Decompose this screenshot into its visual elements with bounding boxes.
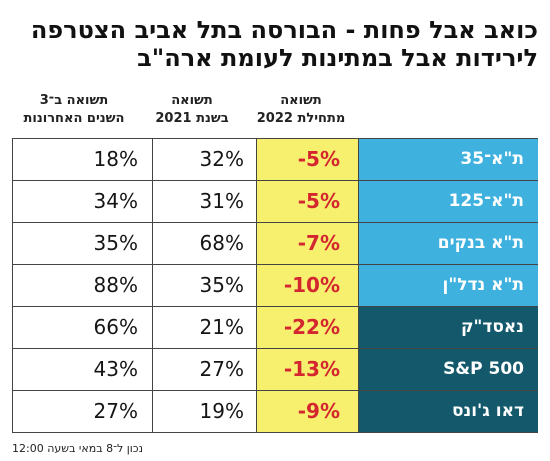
table-row: 88% 35% -10% ת"א נדל"ן — [12, 264, 538, 306]
row-divider — [12, 180, 538, 181]
row-divider — [12, 390, 538, 391]
return-3-years-value: 35% — [93, 231, 138, 255]
return-2022-value: -10% — [283, 273, 340, 297]
table-row: 35% 68% -7% ת"א בנקים — [12, 222, 538, 264]
return-2021-cell: 31% — [152, 180, 256, 222]
row-divider — [12, 222, 538, 223]
return-3-years-cell: 66% — [12, 306, 152, 348]
return-2022-cell: -22% — [256, 306, 358, 348]
index-name: ת"א־125 — [448, 191, 524, 211]
return-2022-value: -5% — [297, 189, 340, 213]
return-2021-cell: 68% — [152, 222, 256, 264]
index-name-cell: דאו ג'ונס — [358, 390, 538, 432]
index-name-cell: נאסד"ק — [358, 306, 538, 348]
index-name: ת"א נדל"ן — [442, 275, 524, 295]
row-divider — [12, 306, 538, 307]
return-2021-value: 21% — [199, 315, 244, 339]
table-row: 27% 19% -9% דאו ג'ונס — [12, 390, 538, 432]
return-2022-cell: -10% — [256, 264, 358, 306]
return-3-years-value: 34% — [93, 189, 138, 213]
column-header-2021-line-2: בשנת 2021 — [155, 111, 229, 126]
return-2021-cell: 19% — [152, 390, 256, 432]
returns-table: 18% 32% -5% ת"א־35 34% 31% -5% ת"א־125 35% 68% -7%… — [12, 138, 538, 433]
return-3-years-value: 43% — [93, 357, 138, 381]
return-2022-cell: -13% — [256, 348, 358, 390]
return-2021-cell: 21% — [152, 306, 256, 348]
index-name: דאו ג'ונס — [451, 401, 524, 421]
index-name: ת"א בנקים — [437, 233, 524, 253]
return-3-years-cell: 18% — [12, 138, 152, 180]
return-2021-cell: 32% — [152, 138, 256, 180]
table-row: 43% 27% -13% S&P 500 — [12, 348, 538, 390]
index-name: S&P 500 — [443, 359, 524, 379]
return-3-years-cell: 35% — [12, 222, 152, 264]
column-header-2022-line-1: תשואה — [280, 93, 322, 108]
index-name: נאסד"ק — [460, 317, 524, 337]
return-2022-value: -5% — [297, 147, 340, 171]
return-2022-cell: -5% — [256, 138, 358, 180]
column-divider — [12, 138, 13, 433]
column-header-2021: תשואה בשנת 2021 — [140, 92, 244, 128]
column-divider — [256, 138, 257, 433]
chart-title: כואב אבל פחות - הבורסה בתל אביב הצטרפה ל… — [18, 16, 538, 72]
row-divider — [12, 432, 538, 433]
column-header-2021-line-1: תשואה — [171, 93, 213, 108]
return-2022-value: -7% — [297, 231, 340, 255]
table-row: 66% 21% -22% נאסד"ק — [12, 306, 538, 348]
return-3-years-cell: 27% — [12, 390, 152, 432]
row-divider — [12, 264, 538, 265]
return-2022-value: -13% — [283, 357, 340, 381]
table-row: 34% 31% -5% ת"א־125 — [12, 180, 538, 222]
chart-title-line-2: לירידות אבל במתינות לעומת ארה"ב — [137, 44, 538, 72]
return-2021-value: 68% — [199, 231, 244, 255]
return-2021-cell: 35% — [152, 264, 256, 306]
column-divider — [152, 138, 153, 433]
index-name-cell: ת"א־35 — [358, 138, 538, 180]
column-header-3-years: תשואה ב־3 השנים האחרונות — [10, 92, 138, 128]
return-2021-value: 27% — [199, 357, 244, 381]
return-2021-value: 31% — [199, 189, 244, 213]
table-row: 18% 32% -5% ת"א־35 — [12, 138, 538, 180]
index-name-cell: S&P 500 — [358, 348, 538, 390]
index-name-cell: ת"א בנקים — [358, 222, 538, 264]
return-3-years-cell: 43% — [12, 348, 152, 390]
return-2022-cell: -9% — [256, 390, 358, 432]
return-3-years-value: 27% — [93, 399, 138, 423]
return-3-years-cell: 88% — [12, 264, 152, 306]
return-2022-cell: -5% — [256, 180, 358, 222]
column-headers: תשואה מתחילת 2022 תשואה בשנת 2021 תשואה … — [0, 92, 550, 134]
return-2022-cell: -7% — [256, 222, 358, 264]
column-header-2022: תשואה מתחילת 2022 — [246, 92, 356, 128]
row-divider — [12, 138, 538, 139]
chart-title-line-1: כואב אבל פחות - הבורסה בתל אביב הצטרפה — [30, 16, 538, 44]
footnote-timestamp: נכון ל־8 במאי בשעה 12:00 — [12, 442, 143, 455]
index-name: ת"א־35 — [460, 149, 524, 169]
return-3-years-value: 18% — [93, 147, 138, 171]
return-2021-cell: 27% — [152, 348, 256, 390]
column-header-3-years-line-1: תשואה ב־3 — [39, 93, 109, 108]
return-2021-value: 35% — [199, 273, 244, 297]
return-2022-value: -9% — [297, 399, 340, 423]
return-2022-value: -22% — [283, 315, 340, 339]
return-2021-value: 32% — [199, 147, 244, 171]
return-2021-value: 19% — [199, 399, 244, 423]
column-header-3-years-line-2: השנים האחרונות — [23, 111, 125, 126]
return-3-years-value: 66% — [93, 315, 138, 339]
row-divider — [12, 348, 538, 349]
return-3-years-value: 88% — [93, 273, 138, 297]
index-name-cell: ת"א־125 — [358, 180, 538, 222]
column-divider — [358, 138, 359, 433]
return-3-years-cell: 34% — [12, 180, 152, 222]
column-header-2022-line-2: מתחילת 2022 — [256, 111, 346, 126]
index-name-cell: ת"א נדל"ן — [358, 264, 538, 306]
